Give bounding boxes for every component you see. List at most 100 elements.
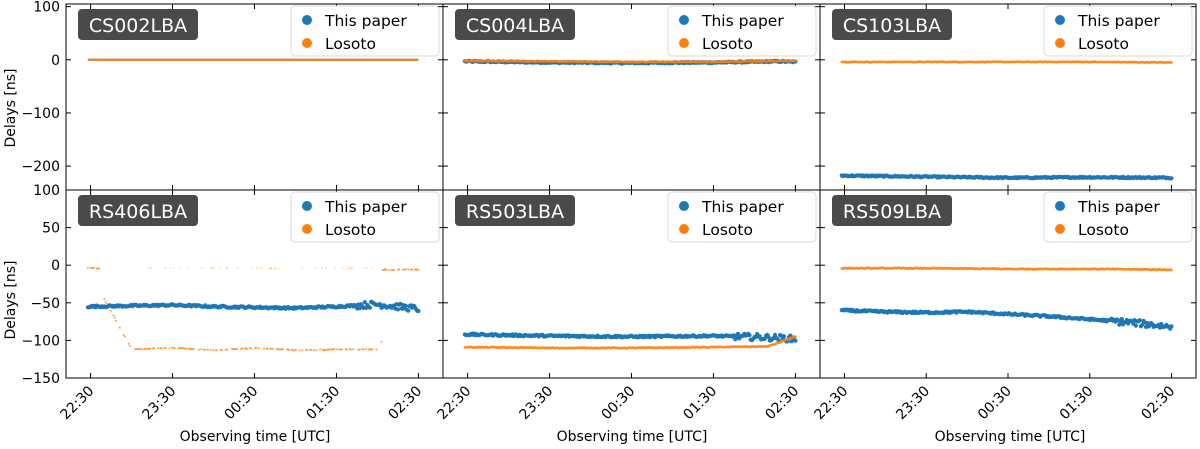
data-point <box>294 348 297 351</box>
data-point <box>260 267 262 270</box>
x-tick-label: 23:30 <box>517 383 557 423</box>
data-point <box>383 267 386 269</box>
data-point <box>106 302 108 305</box>
data-point <box>168 347 171 350</box>
data-point <box>1170 61 1173 64</box>
data-point <box>274 267 277 270</box>
data-point <box>256 267 259 269</box>
y-axis-label-top: Delays [ns] <box>3 69 19 148</box>
station-label: CS002LBA <box>78 9 198 40</box>
legend-box <box>667 191 817 243</box>
legend-box <box>1043 191 1193 243</box>
data-point <box>1169 176 1174 181</box>
y-tick-label: −200 <box>22 159 60 175</box>
data-point <box>148 267 151 270</box>
data-point <box>772 332 778 337</box>
legend-marker-losoto <box>302 224 312 234</box>
data-points <box>462 58 798 66</box>
legend-label-this-paper: This paper <box>1077 198 1160 216</box>
data-point <box>236 348 239 350</box>
data-point <box>380 340 383 343</box>
data-point <box>416 308 421 314</box>
x-tick-label: 00:30 <box>598 383 638 423</box>
data-point <box>263 347 265 350</box>
data-point <box>388 269 391 272</box>
data-point <box>406 308 411 313</box>
data-point <box>393 268 396 271</box>
legend-label-this-paper: This paper <box>324 12 407 30</box>
panel-rs509lba: 22:30 23:30 00:30 01:30 02:30 RS509LBA This pa… <box>811 189 1197 423</box>
series-this-paper <box>839 173 1174 181</box>
data-point <box>213 267 215 270</box>
station-label: RS503LBA <box>455 195 575 226</box>
data-point <box>200 267 203 270</box>
legend-box <box>290 5 440 57</box>
data-point <box>123 335 126 338</box>
station-label-bg <box>455 9 575 40</box>
data-point <box>325 267 327 270</box>
data-point <box>149 347 152 350</box>
series-this-paper <box>839 307 1174 331</box>
data-points <box>839 60 1174 181</box>
data-point <box>257 347 260 350</box>
data-point <box>226 267 228 269</box>
data-point <box>179 267 182 270</box>
series-losoto <box>840 266 1173 272</box>
x-tick-label: 01:30 <box>680 383 720 423</box>
data-point <box>192 347 195 350</box>
data-point <box>211 349 214 351</box>
y-tick-label: 50 <box>42 221 60 237</box>
data-point <box>118 326 121 329</box>
data-point <box>282 348 285 351</box>
data-point <box>794 335 797 339</box>
legend-marker-losoto <box>1055 38 1065 48</box>
data-point <box>793 338 798 343</box>
legend: This paper Losoto <box>1043 5 1193 57</box>
data-point <box>113 316 116 319</box>
data-point <box>347 267 350 270</box>
data-point <box>103 298 106 300</box>
y-tick-label: −100 <box>22 333 60 349</box>
data-point <box>140 348 143 351</box>
y-tick-label: −150 <box>22 371 60 387</box>
station-label: RS509LBA <box>832 195 952 226</box>
legend-box <box>290 191 440 243</box>
data-point <box>269 267 272 269</box>
data-point <box>157 347 160 349</box>
x-tick-label: 22:30 <box>435 383 475 423</box>
data-point <box>358 348 361 351</box>
y-tick-label: 0 <box>51 258 60 274</box>
data-point <box>298 349 301 352</box>
data-point <box>164 347 167 350</box>
y-tick-label: −50 <box>30 296 60 312</box>
data-point <box>129 345 131 348</box>
data-point <box>398 268 401 271</box>
series-losoto <box>840 60 1173 64</box>
data-point <box>127 342 130 345</box>
x-tick-label: 00:30 <box>221 383 261 423</box>
y-tick-label: −100 <box>22 106 60 122</box>
data-point <box>187 267 190 270</box>
data-point <box>362 300 367 305</box>
data-point <box>747 333 752 338</box>
y-tick-label: 100 <box>33 0 60 16</box>
data-point <box>300 267 303 269</box>
data-point <box>271 347 274 350</box>
x-tick-label: 01:30 <box>303 383 343 423</box>
panel-cs002lba: −200 −100 0 100 CS002LBA This paper Losoto <box>22 0 444 191</box>
legend-box <box>667 5 817 57</box>
data-point <box>150 267 152 269</box>
data-point <box>250 347 253 350</box>
data-point <box>378 302 383 307</box>
data-point <box>93 266 96 269</box>
station-label-bg <box>78 9 198 40</box>
data-point <box>226 267 229 270</box>
station-label-text: RS509LBA <box>843 201 941 223</box>
data-point <box>1133 323 1138 328</box>
data-point <box>206 348 209 351</box>
legend-label-losoto: Losoto <box>702 35 753 53</box>
data-point <box>365 348 368 350</box>
data-point <box>735 331 741 336</box>
data-point <box>211 267 214 270</box>
data-point <box>169 267 172 270</box>
